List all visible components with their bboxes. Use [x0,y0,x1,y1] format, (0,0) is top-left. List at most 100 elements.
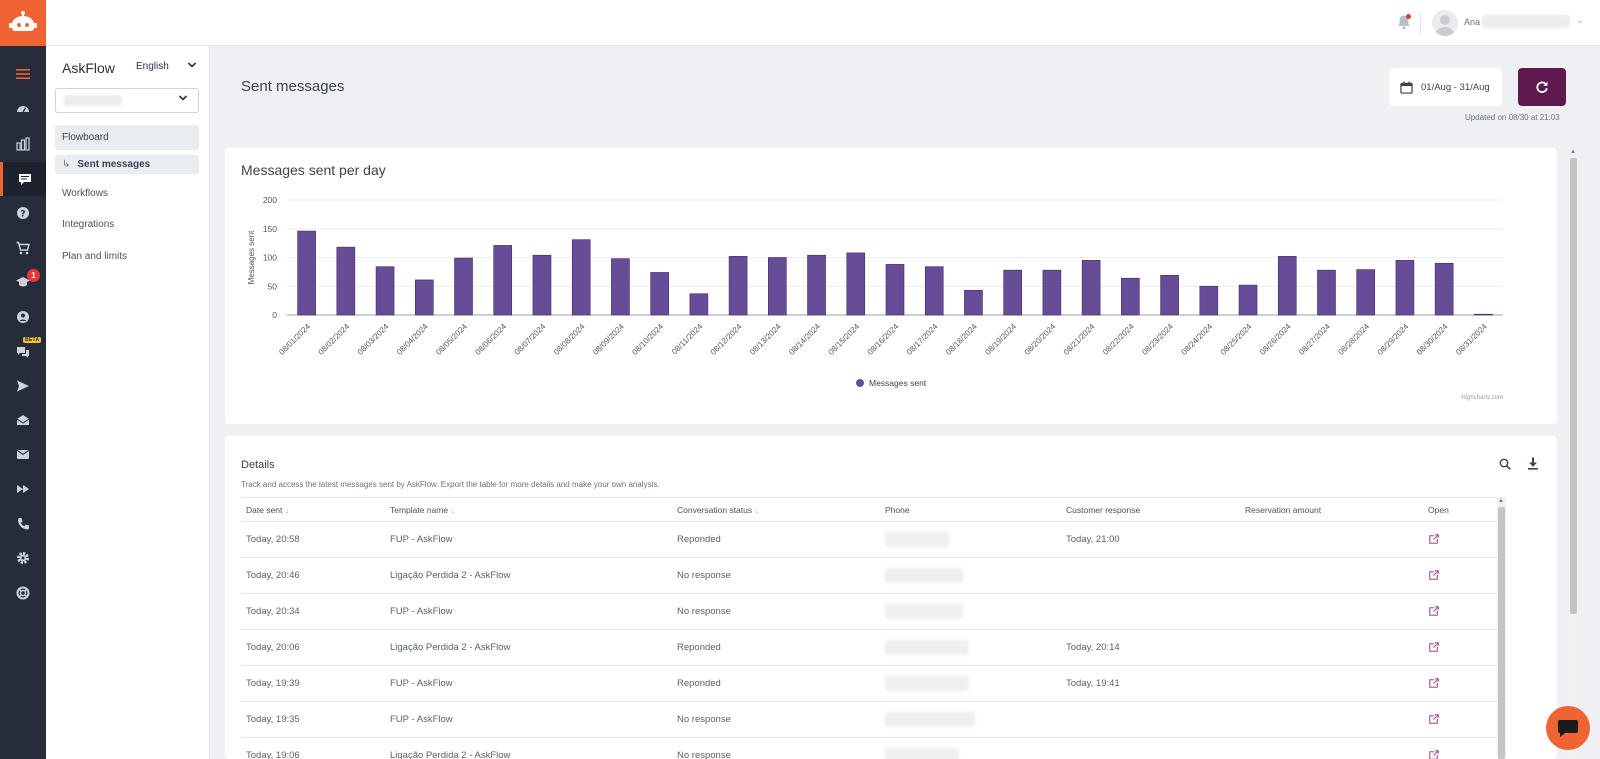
cell-date-sent: Today, 19:35 [246,714,300,725]
page-scrollbar[interactable]: ▲ [1569,148,1578,759]
y-tick-label: 0 [272,310,277,320]
cell-template-name: FUP - AskFlow [390,606,453,617]
x-tick-label: 08/25/2024 [1219,322,1254,357]
cell-conversation-status: Reponded [677,678,721,689]
refresh-button[interactable] [1518,68,1566,106]
scroll-up-icon[interactable]: ▲ [1498,498,1504,504]
sort-arrow-icon[interactable]: ↓ [755,508,759,515]
chat-bubbles-icon[interactable]: BETA [0,335,46,369]
phone-redacted [885,676,969,691]
table-row: Today, 20:34 FUP - AskFlow No response [241,594,1497,630]
sort-arrow-icon[interactable]: ↓ [451,508,455,515]
x-tick-label: 08/09/2024 [591,322,626,357]
chart-bar [1160,275,1179,316]
chart-bar [1003,269,1022,316]
sidebar-item-label: Integrations [62,219,115,230]
x-tick-label: 08/30/2024 [1415,322,1450,357]
chart-bar [454,257,473,316]
column-header-conversation-status[interactable]: Conversation status ↓ [677,505,759,515]
x-tick-label: 08/20/2024 [1023,322,1058,357]
notification-dot [1406,14,1411,19]
x-tick-label: 08/05/2024 [434,322,469,357]
cell-template-name: FUP - AskFlow [390,534,453,545]
cell-template-name: FUP - AskFlow [390,714,453,725]
chart-bar [1317,269,1336,316]
chart-bar [1356,269,1376,316]
open-external-icon[interactable] [1429,678,1439,688]
chart-bar [1238,284,1258,316]
open-external-icon[interactable] [1429,534,1439,544]
chart-bar [885,264,905,316]
chat-widget-button[interactable] [1546,706,1590,750]
sidebar-item-flowboard[interactable]: Flowboard [55,125,199,150]
phone-icon[interactable] [0,507,46,541]
scrollbar-thumb[interactable] [1570,158,1577,614]
avatar[interactable] [1432,10,1458,36]
sidebar-item-plan-and-limits[interactable]: Plan and limits [55,249,199,264]
last-updated-text: Updated on 08/30 at 21:03 [1465,113,1560,122]
sidebar-item-sent-messages[interactable]: ↳ Sent messages [55,155,199,174]
column-header-template-name[interactable]: Template name ↓ [390,505,455,515]
sidebar-item-label: Flowboard [62,132,109,143]
chart-bar [689,293,709,316]
column-header-date-sent[interactable]: Date sent ↓ [246,505,289,515]
chart-bar [650,272,669,316]
chart-title: Messages sent per day [241,162,386,178]
cell-template-name: Ligação Perdida 2 - AskFlow [390,570,511,581]
chevron-down-icon[interactable] [187,60,197,73]
table-scrollbar[interactable]: ▲ [1497,497,1506,759]
menu-icon[interactable] [0,57,46,91]
settings-icon[interactable] [0,541,46,575]
search-icon[interactable] [1499,458,1511,470]
sidebar-item-integrations[interactable]: Integrations [55,217,199,232]
sidebar-item-workflows[interactable]: Workflows [55,186,199,201]
icon-rail: ? 1 BETA [0,0,46,759]
table-row: Today, 19:35 FUP - AskFlow No response [241,702,1497,738]
x-tick-label: 08/06/2024 [473,322,508,357]
x-tick-label: 08/29/2024 [1376,322,1411,357]
chart-bar [493,245,513,316]
open-external-icon[interactable] [1429,606,1439,616]
x-tick-label: 08/26/2024 [1258,322,1293,357]
date-range-picker[interactable]: 01/Aug - 31/Aug [1389,68,1502,106]
beta-badge: BETA [23,337,42,343]
sort-arrow-icon[interactable]: ↓ [285,508,289,515]
legend-marker [856,379,864,387]
open-external-icon[interactable] [1429,714,1439,724]
open-external-icon[interactable] [1429,570,1439,580]
cart-icon[interactable] [0,231,46,265]
dashboard-icon[interactable] [0,92,46,126]
mail-icon[interactable] [0,437,46,471]
x-tick-label: 08/07/2024 [513,322,548,357]
robot-logo-icon[interactable] [0,0,46,46]
help-icon[interactable]: ? [0,196,46,230]
open-external-icon[interactable] [1429,750,1439,759]
language-select[interactable]: English [136,61,169,72]
y-axis-label: Messages sent [247,230,256,285]
bar-chart-icon[interactable] [0,127,46,161]
download-icon[interactable] [1527,457,1539,470]
messages-per-day-chart: 0 50 100 150 200 Messages sent 08/01/2024 08/02… [247,195,1503,401]
scrollbar-thumb[interactable] [1498,507,1505,759]
chat-icon[interactable] [0,162,46,196]
x-tick-label: 08/24/2024 [1180,322,1215,357]
graduation-cap-icon[interactable]: 1 [0,265,46,299]
open-external-icon[interactable] [1429,642,1439,652]
x-tick-label: 08/10/2024 [630,322,665,357]
scroll-up-icon[interactable]: ▲ [1570,149,1576,155]
x-tick-label: 08/01/2024 [277,322,312,357]
x-tick-label: 08/08/2024 [552,322,587,357]
user-name[interactable]: Ana [1464,17,1481,27]
chevron-down-icon[interactable] [178,93,188,106]
x-tick-label: 08/31/2024 [1454,322,1489,357]
cell-date-sent: Today, 20:58 [246,534,300,545]
user-icon[interactable] [0,300,46,334]
chevron-down-icon[interactable]: ⌄ [1576,15,1584,25]
inbox-icon[interactable] [0,403,46,437]
fast-forward-icon[interactable] [0,472,46,506]
cell-template-name: Ligação Perdida 2 - AskFlow [390,750,511,759]
support-icon[interactable] [0,576,46,610]
account-select[interactable] [55,88,199,113]
send-icon[interactable] [0,369,46,403]
chat-bubble-icon [1558,720,1578,737]
